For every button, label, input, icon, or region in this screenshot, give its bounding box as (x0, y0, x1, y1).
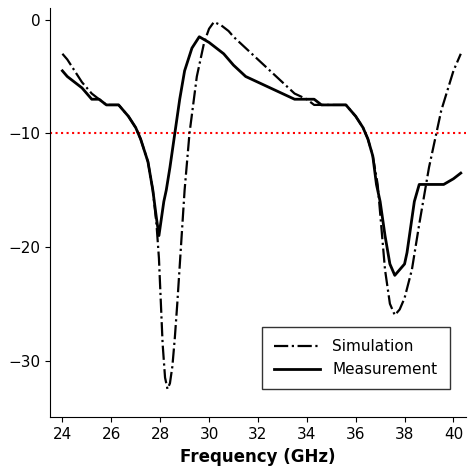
Measurement (255, 79, 261, 85)
Simulation (164, 386, 170, 392)
Simulation (438, 108, 444, 113)
Measurement (392, 273, 398, 278)
Simulation (397, 307, 402, 312)
Simulation (211, 19, 217, 25)
Measurement (304, 96, 310, 102)
Measurement (353, 113, 358, 119)
Simulation (160, 341, 165, 346)
Measurement (111, 102, 117, 108)
Line: Measurement: Measurement (63, 37, 461, 275)
Measurement (458, 170, 464, 176)
Line: Simulation: Simulation (63, 22, 461, 389)
Measurement (343, 102, 349, 108)
Measurement (60, 68, 65, 73)
Measurement (196, 34, 202, 40)
Simulation (60, 51, 65, 56)
X-axis label: Frequency (GHz): Frequency (GHz) (180, 447, 336, 465)
Simulation (187, 130, 192, 136)
Simulation (458, 51, 464, 56)
Legend: Simulation, Measurement: Simulation, Measurement (262, 327, 450, 389)
Simulation (231, 34, 237, 40)
Measurement (206, 39, 212, 45)
Simulation (150, 187, 155, 193)
